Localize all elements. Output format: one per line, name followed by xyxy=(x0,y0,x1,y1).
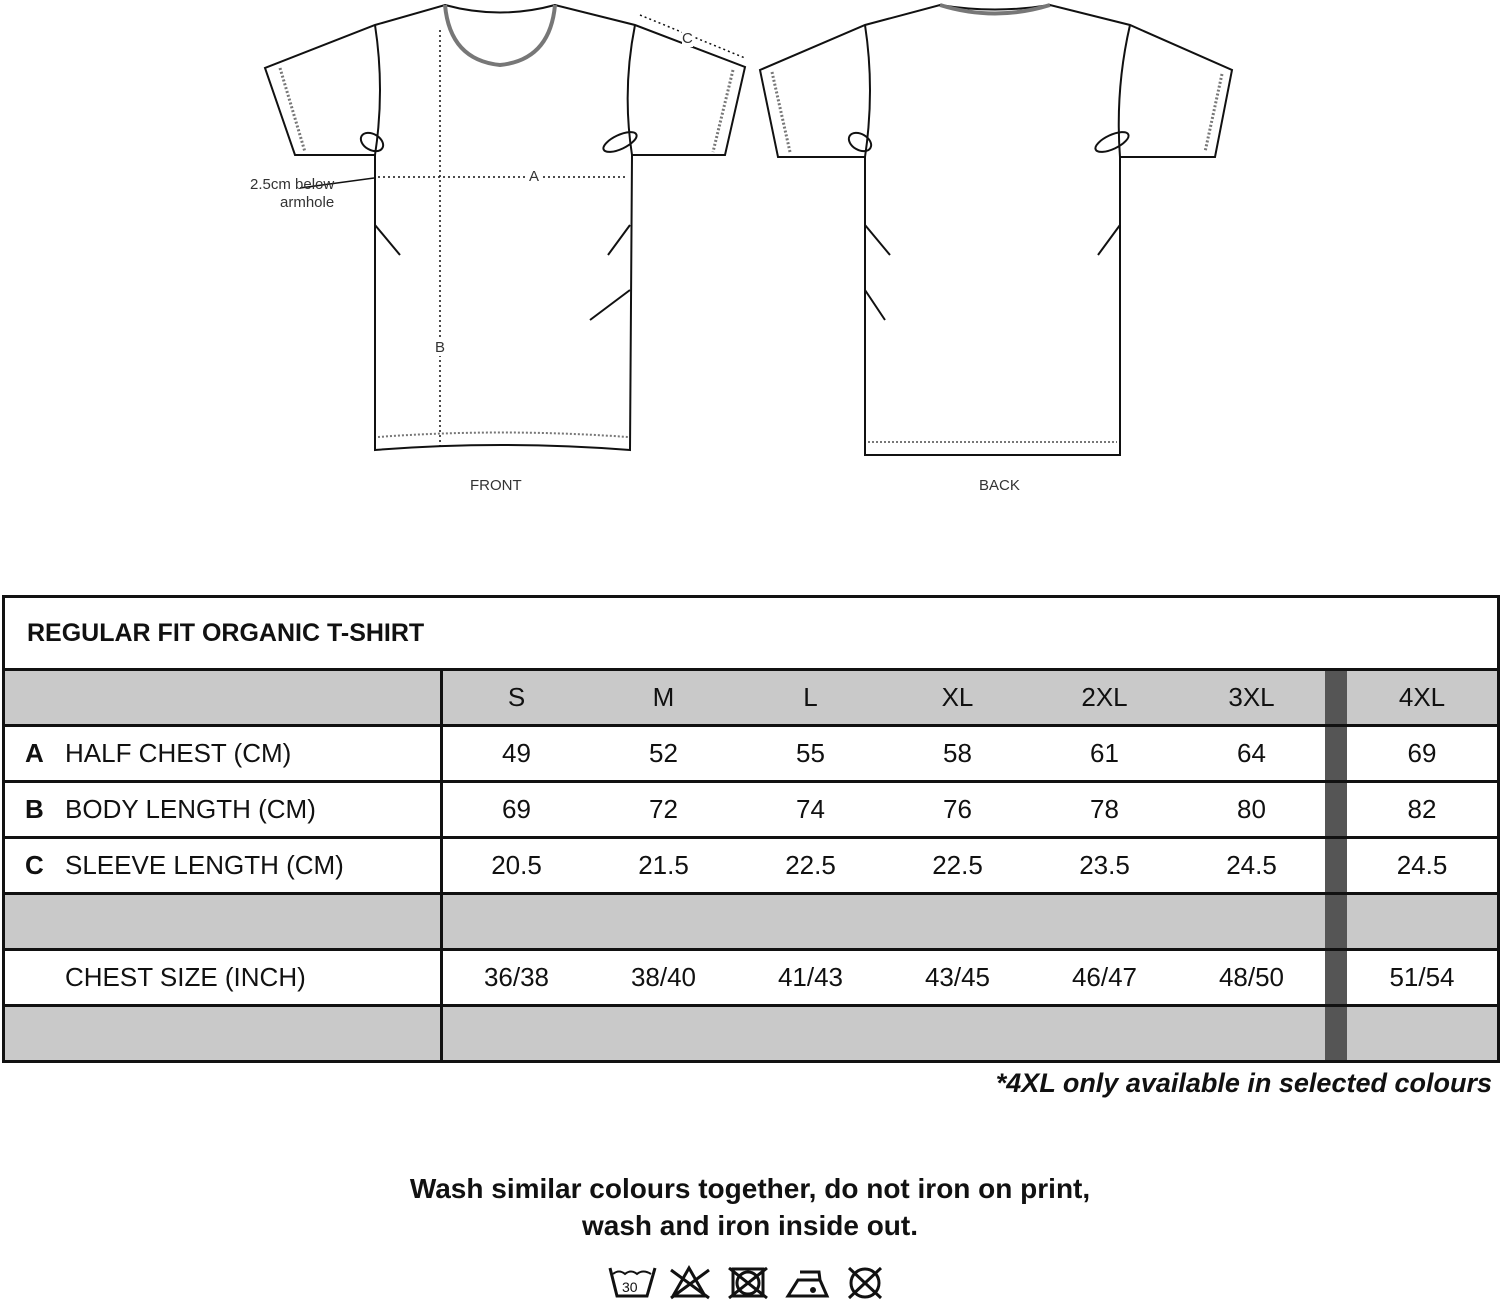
measurement-row: C SLEEVE LENGTH (CM) 20.5 21.5 22.5 22.5 23.5 2… xyxy=(5,836,1497,892)
column-separator xyxy=(1325,783,1347,836)
cell: 24.5 xyxy=(1226,850,1277,880)
cell: 22.5 xyxy=(785,850,836,880)
cell: 78 xyxy=(1090,794,1119,824)
cell: 61 xyxy=(1090,738,1119,768)
measurement-row: A HALF CHEST (CM) 49 52 55 58 61 64 69 xyxy=(5,724,1497,780)
cell: 46/47 xyxy=(1071,962,1138,992)
row-letter: A xyxy=(25,738,44,768)
cell: 52 xyxy=(649,738,678,768)
dim-c-label: C xyxy=(682,30,693,47)
row-label: A HALF CHEST (CM) xyxy=(5,727,443,780)
chest-size-row: CHEST SIZE (INCH) 36/38 38/40 41/43 43/4… xyxy=(5,948,1497,1004)
blank-row xyxy=(5,1004,1497,1060)
cell: 23.5 xyxy=(1079,850,1130,880)
cell: 74 xyxy=(796,794,825,824)
blank-row xyxy=(5,892,1497,948)
blank-cell xyxy=(5,895,443,948)
size-header: 2XL xyxy=(1081,682,1128,712)
do-not-tumble-dry-icon xyxy=(728,1266,768,1300)
cell: 76 xyxy=(943,794,972,824)
dim-a-label: A xyxy=(527,168,542,185)
column-separator xyxy=(1325,839,1347,892)
front-label: FRONT xyxy=(470,477,522,494)
column-separator xyxy=(1325,951,1347,1004)
cell: 22.5 xyxy=(932,850,983,880)
cell: 41/43 xyxy=(777,962,844,992)
do-not-dry-clean-icon xyxy=(847,1266,883,1300)
wash-temp: 30 xyxy=(622,1279,638,1295)
size-header: M xyxy=(652,682,675,712)
care-line-1: Wash similar colours together, do not ir… xyxy=(409,1173,1091,1204)
row-label: B BODY LENGTH (CM) xyxy=(5,783,443,836)
row-label: CHEST SIZE (INCH) xyxy=(5,951,443,1004)
cell: 20.5 xyxy=(491,850,542,880)
row-label: C SLEEVE LENGTH (CM) xyxy=(5,839,443,892)
front-shirt xyxy=(263,3,747,452)
dimension-lines xyxy=(378,14,746,450)
iron-low-icon xyxy=(785,1270,830,1298)
row-letter: C xyxy=(25,850,44,880)
cell: 49 xyxy=(502,738,531,768)
size-header: 3XL xyxy=(1228,682,1275,712)
back-shirt xyxy=(758,3,1234,456)
cell: 80 xyxy=(1237,794,1266,824)
cell: 36/38 xyxy=(483,962,550,992)
row-label-text: CHEST SIZE (INCH) xyxy=(65,962,306,992)
header-blank xyxy=(5,671,443,724)
footnote: *4XL only available in selected colours xyxy=(995,1068,1492,1098)
column-separator xyxy=(1325,727,1347,780)
row-letter: B xyxy=(25,794,44,824)
column-separator xyxy=(1325,895,1347,948)
row-label-text: HALF CHEST (CM) xyxy=(65,738,292,768)
dim-b-label: B xyxy=(435,339,446,356)
cell: 69 xyxy=(502,794,531,824)
size-header: XL xyxy=(941,682,974,712)
blank-cell xyxy=(5,1007,443,1060)
cell: 38/40 xyxy=(630,962,697,992)
tshirt-diagram xyxy=(263,3,1234,456)
care-icons: 30 xyxy=(608,1264,883,1300)
cell: 72 xyxy=(649,794,678,824)
care-line-2: wash and iron inside out. xyxy=(581,1210,919,1241)
size-table: REGULAR FIT ORGANIC T-SHIRT S M L XL 2XL… xyxy=(2,595,1500,1063)
size-header-row: S M L XL 2XL 3XL 4XL xyxy=(5,668,1497,724)
row-label-text: SLEEVE LENGTH (CM) xyxy=(65,850,344,880)
cell: 58 xyxy=(943,738,972,768)
armhole-arrow xyxy=(299,177,375,189)
cell: 48/50 xyxy=(1218,962,1285,992)
cell: 43/45 xyxy=(924,962,991,992)
wash-30-icon: 30 xyxy=(608,1267,657,1298)
column-separator xyxy=(1325,671,1347,724)
care-instructions: Wash similar colours together, do not ir… xyxy=(0,1170,1500,1244)
armhole-note-line2: armhole xyxy=(280,194,335,211)
column-separator xyxy=(1325,1007,1347,1060)
do-not-bleach-icon xyxy=(670,1264,710,1300)
back-label: BACK xyxy=(979,477,1020,494)
table-title: REGULAR FIT ORGANIC T-SHIRT xyxy=(27,618,425,647)
cell: 24.5 xyxy=(1396,850,1448,880)
size-header: 4XL xyxy=(1398,682,1446,712)
size-header: S xyxy=(507,682,526,712)
cell: 21.5 xyxy=(638,850,689,880)
cell: 69 xyxy=(1407,738,1437,768)
armhole-note-line1: 2.5cm below xyxy=(250,176,335,193)
size-header: L xyxy=(803,682,818,712)
cell: 51/54 xyxy=(1389,962,1455,992)
measurement-row: B BODY LENGTH (CM) 69 72 74 76 78 80 82 xyxy=(5,780,1497,836)
row-label-text: BODY LENGTH (CM) xyxy=(65,794,316,824)
cell: 55 xyxy=(796,738,825,768)
cell: 82 xyxy=(1407,794,1437,824)
cell: 64 xyxy=(1237,738,1266,768)
